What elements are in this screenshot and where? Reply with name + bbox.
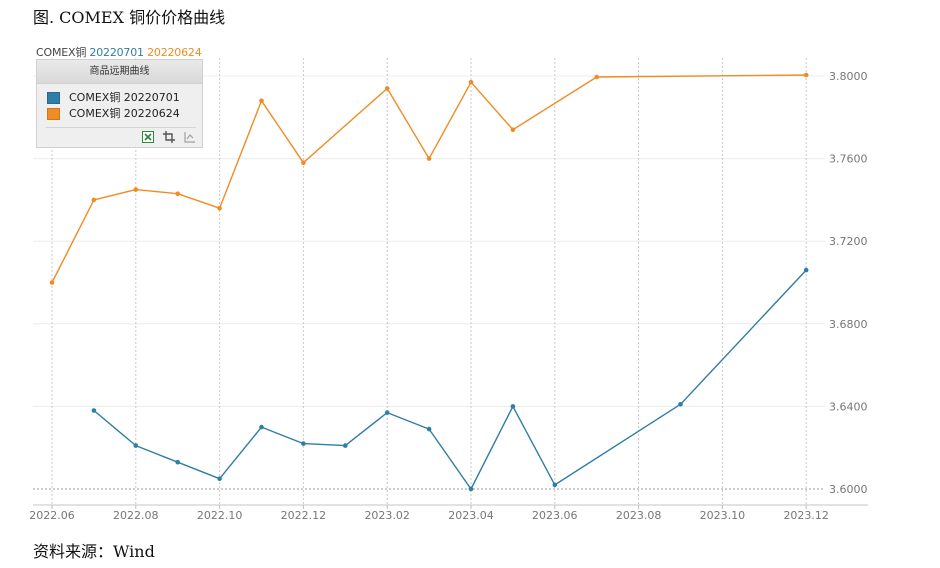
data-point[interactable] xyxy=(468,486,474,492)
data-point[interactable] xyxy=(133,187,139,192)
x-tick-label: 2022.06 xyxy=(29,509,75,522)
x-tick-label: 2023.08 xyxy=(616,509,662,522)
source-note: 资料来源：Wind xyxy=(33,542,155,561)
data-point[interactable] xyxy=(259,424,264,430)
data-point[interactable] xyxy=(468,79,474,85)
data-point[interactable] xyxy=(217,476,222,482)
legend-panel: 商品远期曲线 COMEX铜 20220701 COMEX铜 20220624 xyxy=(36,59,203,148)
data-point[interactable] xyxy=(175,191,180,196)
data-point[interactable] xyxy=(217,205,222,211)
export-excel-icon[interactable] xyxy=(142,131,154,143)
data-point[interactable] xyxy=(803,267,809,273)
legend-title: 商品远期曲线 xyxy=(37,60,202,84)
data-point[interactable] xyxy=(91,408,97,413)
data-point[interactable] xyxy=(133,443,139,448)
x-tick-label: 2023.10 xyxy=(700,509,746,522)
data-point[interactable] xyxy=(301,160,306,165)
data-point[interactable] xyxy=(301,441,306,446)
series-layer xyxy=(49,72,809,492)
data-point[interactable] xyxy=(175,459,180,465)
data-point[interactable] xyxy=(510,127,516,132)
x-tick-label: 2023.06 xyxy=(532,509,578,522)
data-point[interactable] xyxy=(803,72,809,78)
axis-layer: 3.6000 3.6400 3.6800 3.7200 3.7600 3.8000 2022… xyxy=(29,70,868,522)
x-tick-label: 2022.10 xyxy=(197,509,243,522)
legend-item-label: COMEX铜 20220701 xyxy=(69,91,180,104)
legend-item-label: COMEX铜 20220624 xyxy=(69,107,180,120)
legend-swatch-orange xyxy=(47,108,60,120)
x-tick-label: 2023.02 xyxy=(364,509,410,522)
data-point[interactable] xyxy=(510,404,516,409)
y-tick-label: 3.6400 xyxy=(829,400,868,413)
series-line-0[interactable] xyxy=(93,269,807,490)
legend-swatch-blue xyxy=(47,92,60,104)
y-tick-label: 3.7600 xyxy=(829,153,868,166)
disabled-chart-icon xyxy=(184,132,195,143)
data-point[interactable] xyxy=(426,156,432,161)
x-tick-label: 2023.04 xyxy=(448,509,494,522)
legend-item-20220701[interactable]: COMEX铜 20220701 xyxy=(37,90,202,106)
data-point[interactable] xyxy=(49,280,55,285)
x-tick-label: 2023.12 xyxy=(783,509,829,522)
crop-icon[interactable] xyxy=(163,131,175,143)
header-series-1: 20220701 xyxy=(89,46,144,59)
x-tick-label: 2022.08 xyxy=(113,509,159,522)
data-point[interactable] xyxy=(552,482,558,488)
data-point[interactable] xyxy=(678,402,683,407)
data-point[interactable] xyxy=(343,443,348,448)
y-tick-label: 3.8000 xyxy=(829,70,868,83)
legend-toolbar xyxy=(46,127,196,143)
x-tick-label: 2022.12 xyxy=(281,509,327,522)
data-point[interactable] xyxy=(594,74,599,80)
data-point[interactable] xyxy=(384,86,390,91)
data-point[interactable] xyxy=(384,410,390,415)
chart-header: COMEX铜 20220701 20220624 xyxy=(36,44,202,60)
data-point[interactable] xyxy=(91,197,97,203)
header-series-2: 20220624 xyxy=(147,46,202,59)
y-tick-label: 3.7200 xyxy=(829,235,868,248)
legend-item-20220624[interactable]: COMEX铜 20220624 xyxy=(37,106,202,122)
y-tick-label: 3.6000 xyxy=(829,483,868,496)
data-point[interactable] xyxy=(426,426,432,432)
data-point[interactable] xyxy=(259,98,264,104)
figure-title: 图. COMEX 铜价价格曲线 xyxy=(33,8,226,27)
y-tick-label: 3.6800 xyxy=(829,318,868,331)
header-prefix: COMEX铜 xyxy=(36,46,87,59)
